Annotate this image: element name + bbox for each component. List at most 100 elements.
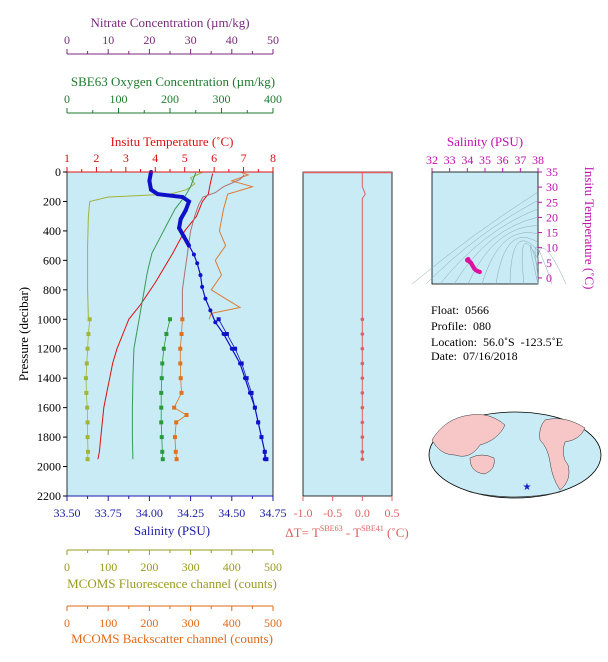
ts-y-tick-label: 0: [546, 271, 552, 285]
backscatter-tick-label: 0: [64, 616, 70, 630]
oxygen-discrete-point: [159, 435, 164, 440]
delta-t-point: [360, 450, 365, 454]
salinity-point: [182, 234, 187, 239]
nitrate-profile-line: [181, 174, 245, 320]
delta-t-point: [360, 376, 365, 380]
ts-density-contour: [481, 232, 539, 285]
nitrate-tick-label: 0: [64, 33, 70, 47]
delta-t-point: [360, 391, 365, 395]
salinity-point: [180, 195, 185, 200]
ts-density-contour: [529, 245, 539, 285]
backscatter-tick-label: 400: [223, 616, 241, 630]
fluorescence-discrete-point: [85, 420, 90, 425]
delta-t-title-sup1: SBE63: [320, 524, 343, 533]
fluorescence-discrete-point: [86, 332, 91, 336]
oxygen-tick-label: 0: [64, 92, 70, 106]
oxygen-discrete-point: [160, 361, 165, 366]
fluorescence-discrete-point: [83, 376, 88, 381]
fluorescence-discrete-point: [85, 457, 90, 462]
fluorescence-discrete-point: [84, 361, 89, 366]
ts-x-tick-label: 32: [426, 153, 438, 167]
salinity-tick-label: 34.75: [260, 506, 287, 520]
salinity-point: [247, 390, 252, 395]
delta-t-point: [360, 346, 365, 351]
oxygen-profile-line: [131, 172, 197, 460]
float-location-star: ★: [523, 482, 532, 493]
temperature-profile-line: [97, 173, 214, 460]
salinity-tick-label: 34.25: [177, 506, 204, 520]
salinity-point: [149, 187, 154, 192]
temperature-tick-label: 5: [182, 151, 188, 165]
backscatter-discrete-point: [178, 346, 183, 351]
salinity-point: [221, 332, 226, 336]
ts-x-tick-label: 36: [497, 153, 509, 167]
oxygen-discrete-point: [159, 376, 164, 381]
salinity-point: [177, 225, 182, 230]
delta-t-point: [360, 420, 365, 425]
ts-point: [467, 259, 473, 265]
salinity-axis-title: Salinity (PSU): [134, 523, 210, 538]
temperature-tick-label: 2: [93, 151, 99, 165]
salinity-point: [200, 284, 205, 289]
backscatter-discrete-point: [180, 317, 185, 322]
fluorescence-discrete-point: [85, 435, 90, 440]
delta-t-point: [360, 361, 365, 366]
temperature-tick-label: 6: [211, 151, 217, 165]
fluorescence-discrete-point: [84, 390, 89, 395]
salinity-point: [178, 217, 183, 222]
backscatter-discrete-point: [172, 435, 177, 440]
salinity-point: [242, 376, 247, 381]
nitrate-axis-title: Nitrate Concentration (µm/kg): [90, 15, 249, 30]
info-date: Date: 07/16/2018: [431, 349, 518, 363]
delta-t-title-c: (˚C): [384, 525, 409, 540]
map-land-antarctica: [469, 491, 561, 498]
oxygen-discrete-point: [159, 420, 164, 425]
backscatter-discrete-line: [173, 319, 188, 460]
delta-t-point: [360, 405, 365, 410]
ts-y-tick-label: 25: [546, 195, 558, 209]
salinity-point: [262, 457, 267, 462]
salinity-point: [191, 252, 196, 257]
backscatter-tick-label: 200: [140, 616, 158, 630]
map-land-australia: [469, 454, 495, 475]
fluorescence-discrete-point: [85, 405, 90, 410]
salinity-point: [195, 261, 200, 266]
delta-t-point: [360, 332, 365, 336]
ts-density-contour: [453, 216, 539, 285]
fluorescence-discrete-point: [86, 449, 91, 454]
salinity-point: [262, 449, 267, 454]
oxygen-axis-title: SBE63 Oxygen Concentration (µm/kg): [71, 74, 275, 89]
pressure-tick-label: 0: [55, 165, 61, 179]
pressure-tick-label: 1800: [37, 430, 61, 444]
delta-t-tick-label: -1.0: [294, 506, 313, 520]
info-location: Location: 56.0˚S -123.5˚E: [431, 335, 563, 349]
backscatter-discrete-point: [174, 420, 179, 425]
oxygen-discrete-point: [168, 317, 172, 322]
backscatter-discrete-point: [174, 457, 179, 462]
ts-y-axis-title: Insitu Temperature (˚C): [582, 166, 597, 289]
info-float: Float: 0566: [431, 303, 490, 317]
ts-density-contour: [509, 240, 539, 285]
ts-y-tick-label: 35: [546, 165, 558, 179]
salinity-point: [183, 208, 188, 213]
delta-t-line: [360, 172, 366, 461]
ts-x-tick-label: 34: [461, 153, 473, 167]
fluorescence-tick-label: 0: [64, 560, 70, 574]
ts-density-contour: [495, 237, 539, 285]
oxygen-tick-label: 400: [264, 92, 282, 106]
oxygen-discrete-point: [161, 346, 166, 351]
temperature-axis-title: Insitu Temperature (˚C): [110, 134, 233, 149]
oxygen-tick-label: 300: [213, 92, 231, 106]
salinity-point: [147, 178, 152, 183]
backscatter-tick-label: 500: [264, 616, 282, 630]
delta-t-point: [360, 435, 365, 439]
main-profile-markers: [83, 170, 269, 462]
fluorescence-tick-label: 100: [99, 560, 117, 574]
backscatter-discrete-point: [172, 405, 177, 410]
temperature-tick-label: 8: [270, 151, 276, 165]
pressure-tick-label: 600: [43, 253, 61, 267]
delta-t-plot-area: [302, 171, 393, 497]
fluorescence-tick-label: 500: [264, 560, 282, 574]
salinity-point: [238, 361, 243, 366]
salinity-point: [259, 435, 264, 440]
